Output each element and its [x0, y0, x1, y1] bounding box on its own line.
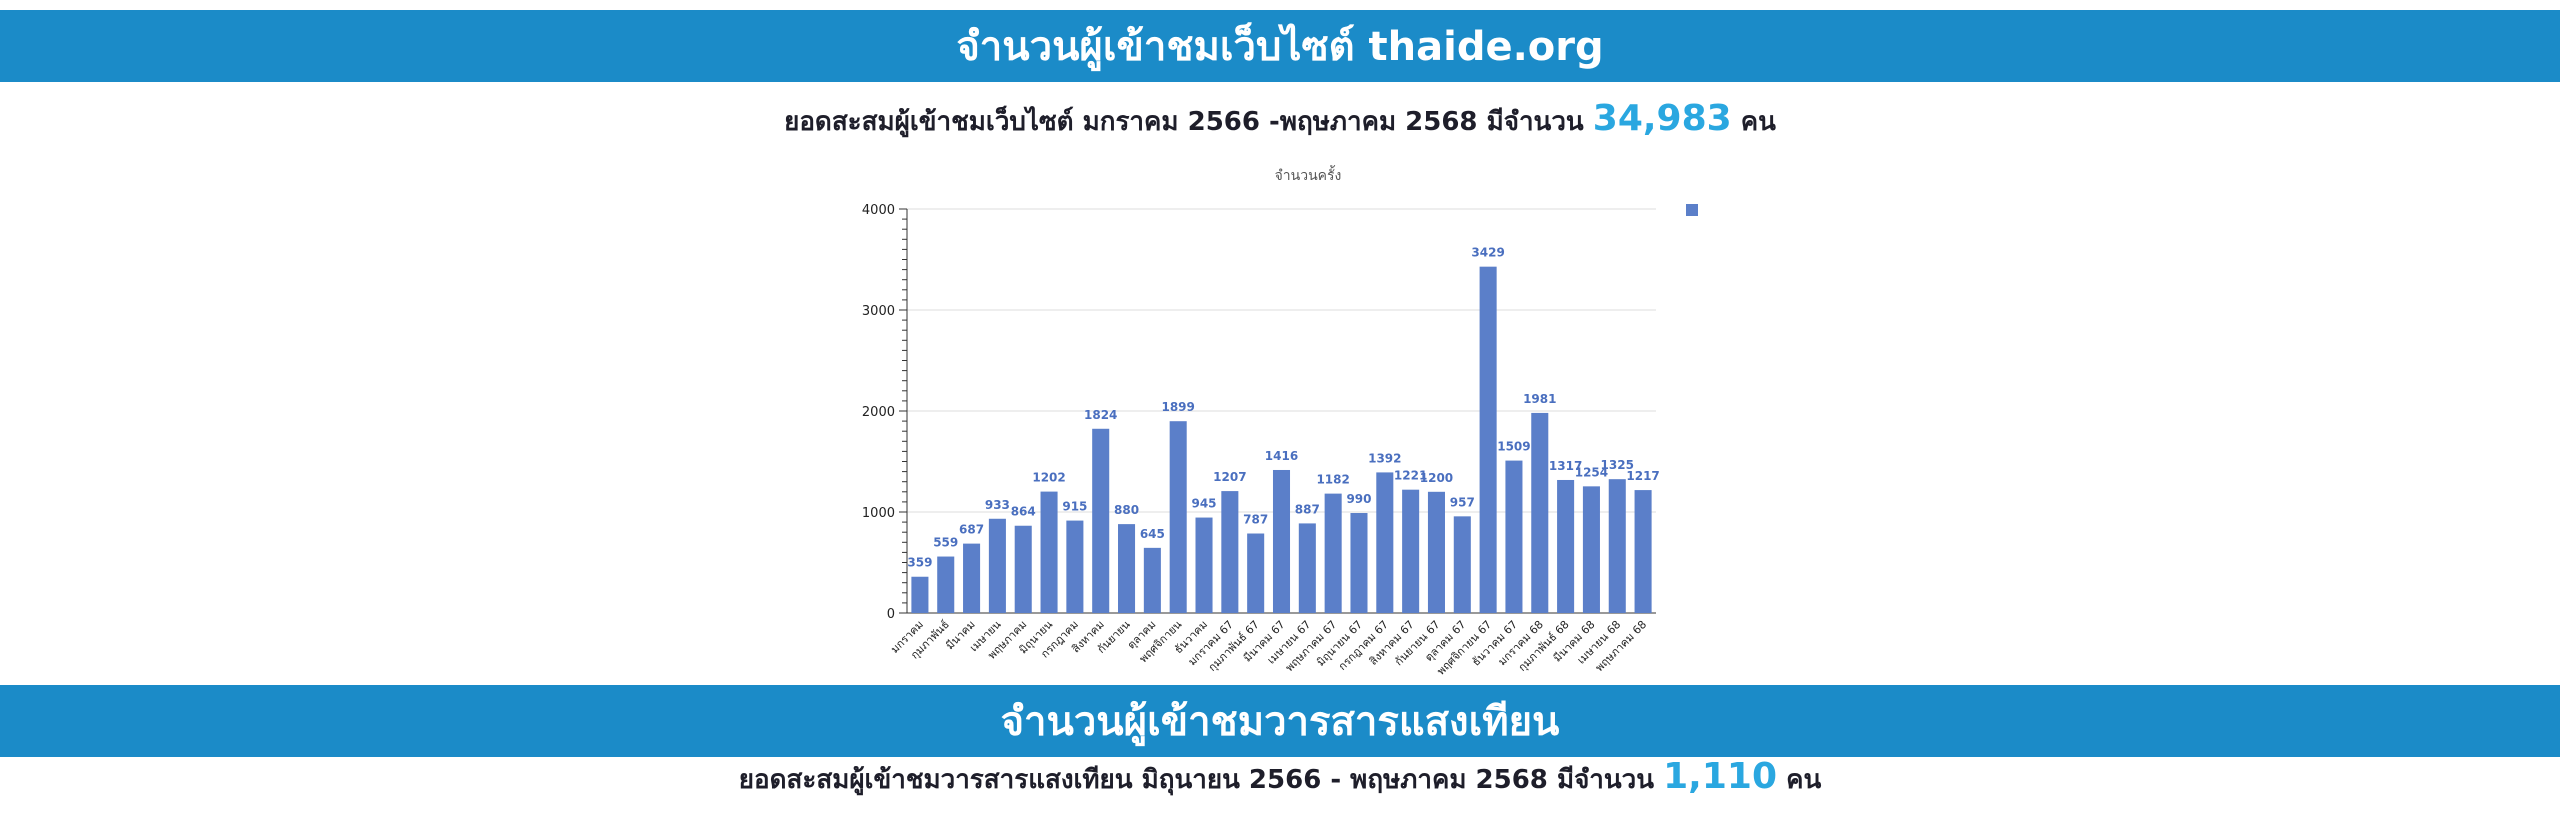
bar-value-label: 1325 [1601, 458, 1634, 472]
bar [1531, 412, 1549, 613]
bar-value-label: 1254 [1575, 465, 1608, 479]
bar [1143, 547, 1161, 613]
y-tick-label: 0 [887, 607, 895, 622]
bar-value-label: 1509 [1497, 440, 1530, 454]
bar [1221, 491, 1239, 613]
bar [1272, 469, 1291, 613]
bar [1402, 489, 1420, 613]
bar-value-label: 933 [985, 498, 1010, 512]
bar [937, 556, 955, 613]
website-summary-text: ยอดสะสมผู้เข้าชมเว็บไซต์ มกราคม 2566 -พฤ… [784, 107, 1584, 137]
bar-value-label: 1182 [1316, 473, 1349, 487]
bar [1634, 490, 1652, 613]
bar [1092, 428, 1110, 613]
bar-value-label: 945 [1191, 497, 1216, 511]
bar [988, 518, 1006, 613]
legend-swatch [1686, 204, 1698, 216]
bar-value-label: 880 [1114, 503, 1139, 517]
bar-value-label: 3429 [1471, 246, 1504, 260]
bar [1350, 513, 1368, 613]
bar [1324, 493, 1342, 613]
y-tick-label: 3000 [862, 304, 895, 319]
bar-value-label: 1207 [1213, 470, 1246, 484]
bar-value-label: 1221 [1394, 469, 1427, 483]
bar-value-label: 687 [959, 523, 984, 537]
bar [1479, 266, 1497, 613]
bar-value-label: 1202 [1032, 471, 1065, 485]
bar [1169, 421, 1187, 613]
bar-value-label: 1824 [1084, 408, 1117, 422]
bar-value-label: 787 [1243, 513, 1268, 527]
journal-summary: ยอดสะสมผู้เข้าชมวารสารแสงเทียน มิถุนายน … [0, 756, 2560, 800]
bar [1376, 472, 1394, 613]
bar [963, 543, 981, 613]
chart-x-tick-labels: มกราคมกุมภาพันธ์มีนาคมเมษายนพฤษภาคมมิถุน… [888, 618, 1649, 678]
bar [1195, 517, 1213, 613]
bar [1247, 533, 1265, 613]
bar [1427, 491, 1445, 613]
bar-value-label: 915 [1062, 500, 1087, 514]
chart-axes: 0 1000 2000 3000 4000 [862, 203, 1656, 622]
website-section-banner: จำนวนผู้เข้าชมเว็บไซต์ thaide.org [0, 10, 2560, 82]
bar [1505, 460, 1523, 613]
website-summary: ยอดสะสมผู้เข้าชมเว็บไซต์ มกราคม 2566 -พฤ… [0, 98, 2560, 142]
bar [1453, 516, 1471, 613]
bar-value-label: 1981 [1523, 392, 1556, 406]
journal-summary-text: ยอดสะสมผู้เข้าชมวารสารแสงเทียน มิถุนายน … [738, 765, 1655, 795]
journal-section-title: จำนวนผู้เข้าชมวารสารแสงเทียน [1000, 699, 1560, 745]
bar-value-label: 1200 [1420, 471, 1453, 485]
bar-value-label: 990 [1346, 492, 1371, 506]
bar [1040, 491, 1058, 613]
bar-value-label: 1899 [1161, 400, 1194, 414]
website-summary-unit: คน [1740, 107, 1776, 137]
chart-title: จำนวนครั้ง [1275, 165, 1342, 184]
y-tick-label: 4000 [862, 203, 895, 218]
bar-value-label: 1317 [1549, 459, 1582, 473]
bar [1582, 486, 1600, 613]
bar-value-label: 1217 [1626, 469, 1659, 483]
journal-summary-unit: คน [1786, 765, 1822, 795]
journal-summary-total: 1,110 [1663, 756, 1777, 797]
bar-value-label: 559 [933, 536, 958, 550]
y-tick-label: 1000 [862, 506, 895, 521]
visitors-bar-chart: จำนวนครั้ง 0 1000 2000 3000 4000 35955968793… [862, 165, 1698, 678]
bar [911, 576, 929, 613]
bar [1557, 479, 1575, 613]
bar-value-label: 957 [1450, 495, 1475, 509]
website-summary-total: 34,983 [1592, 98, 1732, 139]
bar-value-label: 1392 [1368, 451, 1401, 465]
bar-value-label: 359 [907, 556, 932, 570]
bar-value-label: 1416 [1265, 449, 1298, 463]
bar-value-label: 864 [1011, 505, 1036, 519]
bar-value-label: 887 [1295, 502, 1320, 516]
bar [1118, 524, 1136, 613]
bar [1298, 523, 1316, 613]
bar [1014, 525, 1032, 613]
bar [1608, 479, 1626, 613]
journal-section-banner: จำนวนผู้เข้าชมวารสารแสงเทียน [0, 685, 2560, 757]
bar [1066, 520, 1084, 613]
website-section-title: จำนวนผู้เข้าชมเว็บไซต์ thaide.org [956, 24, 1604, 70]
y-tick-label: 2000 [862, 405, 895, 420]
bar-value-label: 645 [1140, 527, 1165, 541]
